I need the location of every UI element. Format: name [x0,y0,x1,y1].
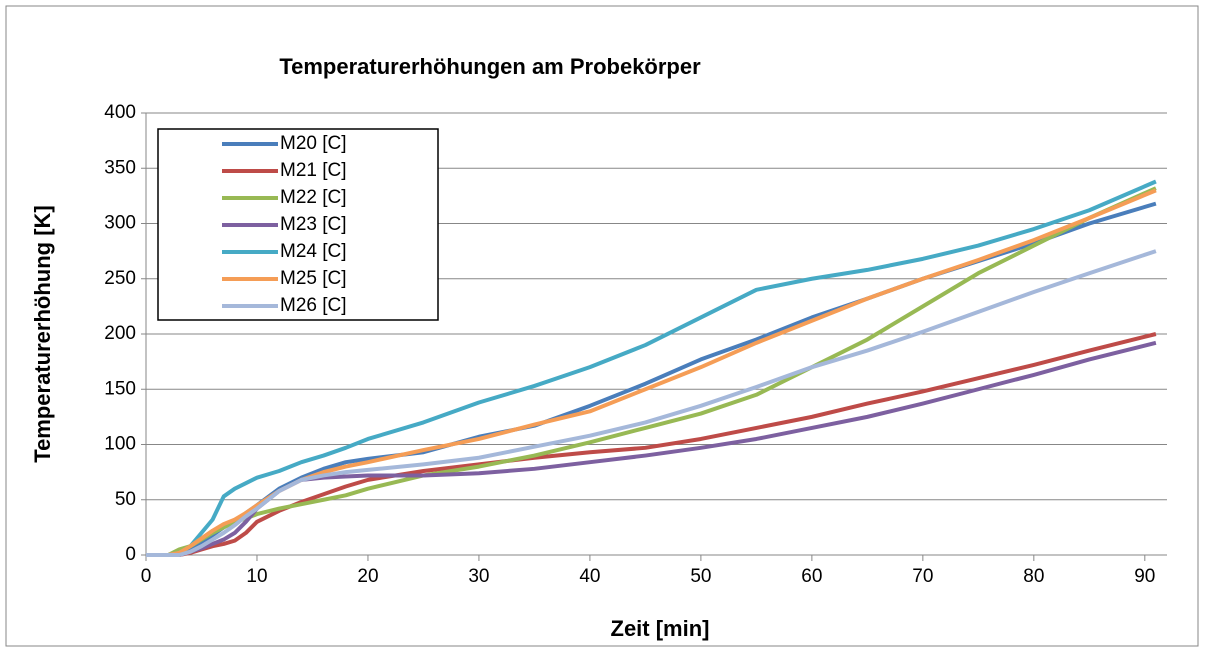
series-line [146,340,1157,557]
series-line [146,179,1157,557]
x-tick-label: 20 [357,566,378,587]
legend-label: M21 [C] [280,160,347,181]
y-tick-label: 300 [104,213,136,234]
y-tick-label: 100 [104,434,136,455]
y-tick-label: 400 [104,102,136,123]
y-tick-label: 200 [104,323,136,344]
legend-label: M25 [C] [280,268,347,289]
x-axis-label: Zeit [min] [611,616,710,641]
y-tick-label: 50 [115,489,136,510]
x-tick-label: 30 [468,566,489,587]
series-line [146,188,1157,557]
x-tick-label: 60 [801,566,822,587]
x-tick-label: 50 [690,566,711,587]
x-tick-label: 70 [912,566,933,587]
y-tick-label: 0 [125,544,136,565]
y-axis-label: Temperaturerhöhung [K] [30,205,55,462]
x-tick-label: 90 [1134,566,1155,587]
legend-label: M20 [C] [280,133,347,154]
x-tick-label: 10 [246,566,267,587]
legend-label: M22 [C] [280,187,347,208]
y-tick-label: 250 [104,268,136,289]
legend-box [157,128,439,321]
x-tick-label: 80 [1023,566,1044,587]
y-tick-label: 150 [104,378,136,399]
legend-label: M24 [C] [280,241,347,262]
legend-label: M26 [C] [280,295,347,316]
x-tick-label: 0 [141,566,152,587]
y-tick-label: 350 [104,157,136,178]
chart-title: Temperaturerhöhungen am Probekörper [279,54,701,79]
x-tick-label: 40 [579,566,600,587]
legend-label: M23 [C] [280,214,347,235]
series-line [146,249,1157,557]
